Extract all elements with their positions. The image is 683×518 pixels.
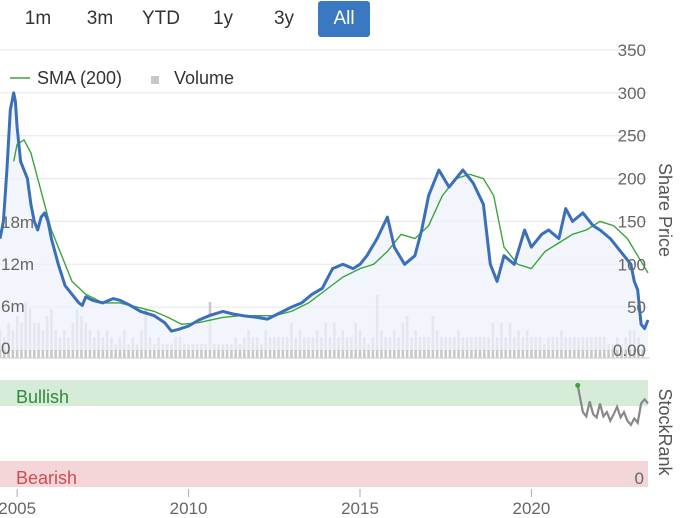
price-tick-label: 0.00 [613, 341, 646, 360]
range-button-3m[interactable]: 3m [86, 8, 114, 29]
price-axis-ticks: 350 300 250 200 150 100 50 0.00 [613, 41, 646, 360]
volume-bar [170, 344, 173, 358]
stockrank-line [576, 385, 649, 427]
volume-tick-label: 18m [1, 213, 34, 232]
time-tick-label: 2015 [341, 499, 379, 518]
volume-tick-label: 12m [1, 255, 34, 274]
volume-bar [611, 344, 615, 358]
volume-bar [165, 344, 169, 358]
price-tick-label: 150 [618, 212, 646, 231]
bullish-band [0, 380, 648, 406]
stockrank-start-marker [575, 382, 581, 388]
volume-bar [620, 344, 623, 358]
volume-bar [641, 344, 645, 358]
volume-bar [161, 344, 165, 358]
time-tick-label: 2005 [0, 499, 36, 518]
volume-bar [607, 344, 610, 358]
volume-bar [200, 344, 203, 358]
bullish-label: Bullish [16, 387, 69, 407]
price-tick-label: 200 [618, 170, 646, 189]
range-button-1y[interactable]: 1y [212, 8, 234, 29]
chart-legend: SMA (200) Volume [10, 68, 234, 88]
volume-bar [221, 344, 225, 358]
volume-bar [204, 344, 208, 358]
volume-bar [260, 344, 263, 358]
time-tick-label: 2020 [513, 499, 551, 518]
price-area-fill [0, 92, 648, 351]
volume-bar [114, 344, 118, 358]
legend-volume-swatch [151, 76, 159, 84]
price-tick-label: 350 [618, 41, 646, 60]
stockrank-axis-title: StockRank [655, 388, 675, 476]
bearish-band [0, 461, 648, 487]
volume-bar [135, 344, 139, 358]
range-selector: 1m 3m YTD 1y 3y All [0, 0, 400, 40]
share-price-axis-title: Share Price [655, 163, 675, 257]
range-button-1m[interactable]: 1m [24, 8, 52, 29]
range-button-3y[interactable]: 3y [273, 8, 295, 29]
volume-bar [191, 344, 195, 358]
volume-bar [152, 344, 156, 358]
volume-bar [230, 344, 233, 358]
range-button-all[interactable]: All [318, 1, 370, 37]
legend-volume-label[interactable]: Volume [174, 68, 234, 88]
legend-sma-label[interactable]: SMA (200) [37, 68, 122, 88]
price-tick-label: 100 [618, 255, 646, 274]
time-tick-label: 2010 [170, 499, 208, 518]
volume-bar [127, 344, 130, 358]
volume-bar [542, 344, 546, 358]
sma-200-line [13, 139, 649, 326]
volume-bar [212, 344, 216, 358]
price-tick-label: 250 [618, 127, 646, 146]
range-button-ytd[interactable]: YTD [142, 8, 180, 29]
price-tick-label: 300 [618, 84, 646, 103]
volume-axis-ticks: 18m 12m 6m 0 [1, 213, 34, 358]
price-tick-label: 50 [627, 298, 646, 317]
volume-bar [217, 344, 220, 358]
volume-bar [195, 344, 199, 358]
volume-bar [187, 344, 190, 358]
volume-tick-label: 6m [1, 297, 25, 316]
stockrank-tick-0: 0 [635, 469, 644, 488]
volume-tick-label: 0 [1, 339, 10, 358]
volume-bar [225, 344, 229, 358]
bearish-label: Bearish [16, 468, 77, 488]
volume-bar [182, 344, 186, 358]
volume-bar [367, 344, 370, 358]
time-axis-ticks: 2005 2010 2015 2020 [0, 489, 550, 518]
share-price-line [0, 91, 650, 333]
volume-bar [238, 344, 242, 358]
